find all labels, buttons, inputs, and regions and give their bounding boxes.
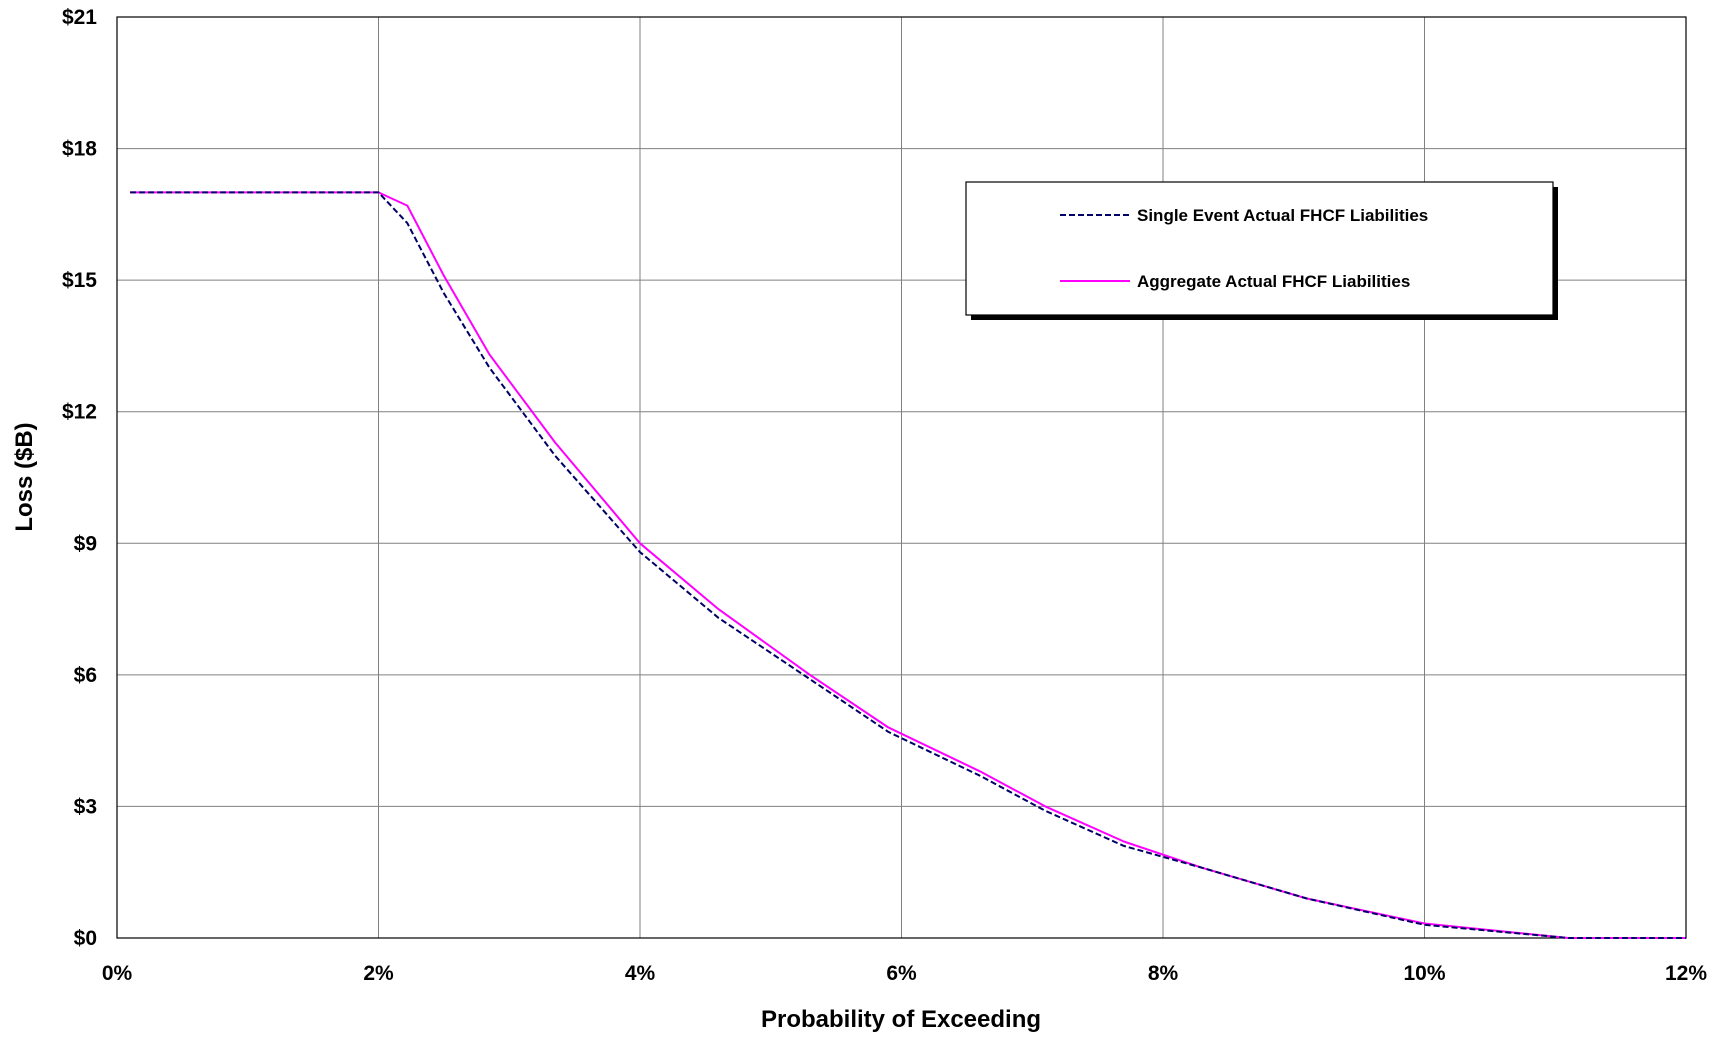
y-tick-label: $18 (62, 138, 97, 161)
x-axis-title: Probability of Exceeding (761, 1006, 1041, 1033)
series-line-aggregate (130, 191, 1686, 939)
plot-border (116, 16, 1687, 939)
x-tick-label: 8% (1148, 962, 1179, 985)
y-tick-label: $6 (74, 664, 97, 687)
y-tick-label: $0 (74, 927, 97, 950)
x-tick-label: 2% (363, 962, 394, 985)
x-tick-label: 12% (1665, 962, 1707, 985)
legend-label-aggregate: Aggregate Actual FHCF Liabilities (1137, 272, 1410, 291)
y-tick-label: $9 (74, 532, 97, 555)
legend: Single Event Actual FHCF Liabilities Agg… (965, 181, 1558, 320)
y-tick-label: $3 (74, 795, 97, 818)
x-tick-label: 0% (102, 962, 133, 985)
series-line-single-event (130, 191, 1686, 939)
y-tick-label: $21 (62, 6, 97, 29)
y-tick-label: $12 (62, 401, 97, 424)
y-tick-label: $15 (62, 269, 97, 292)
series-lines (130, 191, 1686, 939)
y-axis-title: Loss ($B) (11, 422, 38, 531)
legend-label-single-event: Single Event Actual FHCF Liabilities (1137, 206, 1428, 225)
x-tick-labels: 0% 2% 4% 6% 8% 10% 12% (102, 962, 1708, 985)
y-tick-labels: $0 $3 $6 $9 $12 $15 $18 $21 (62, 6, 97, 950)
x-tick-label: 6% (886, 962, 917, 985)
x-tick-label: 4% (625, 962, 656, 985)
x-tick-label: 10% (1403, 962, 1445, 985)
legend-box (965, 181, 1554, 316)
